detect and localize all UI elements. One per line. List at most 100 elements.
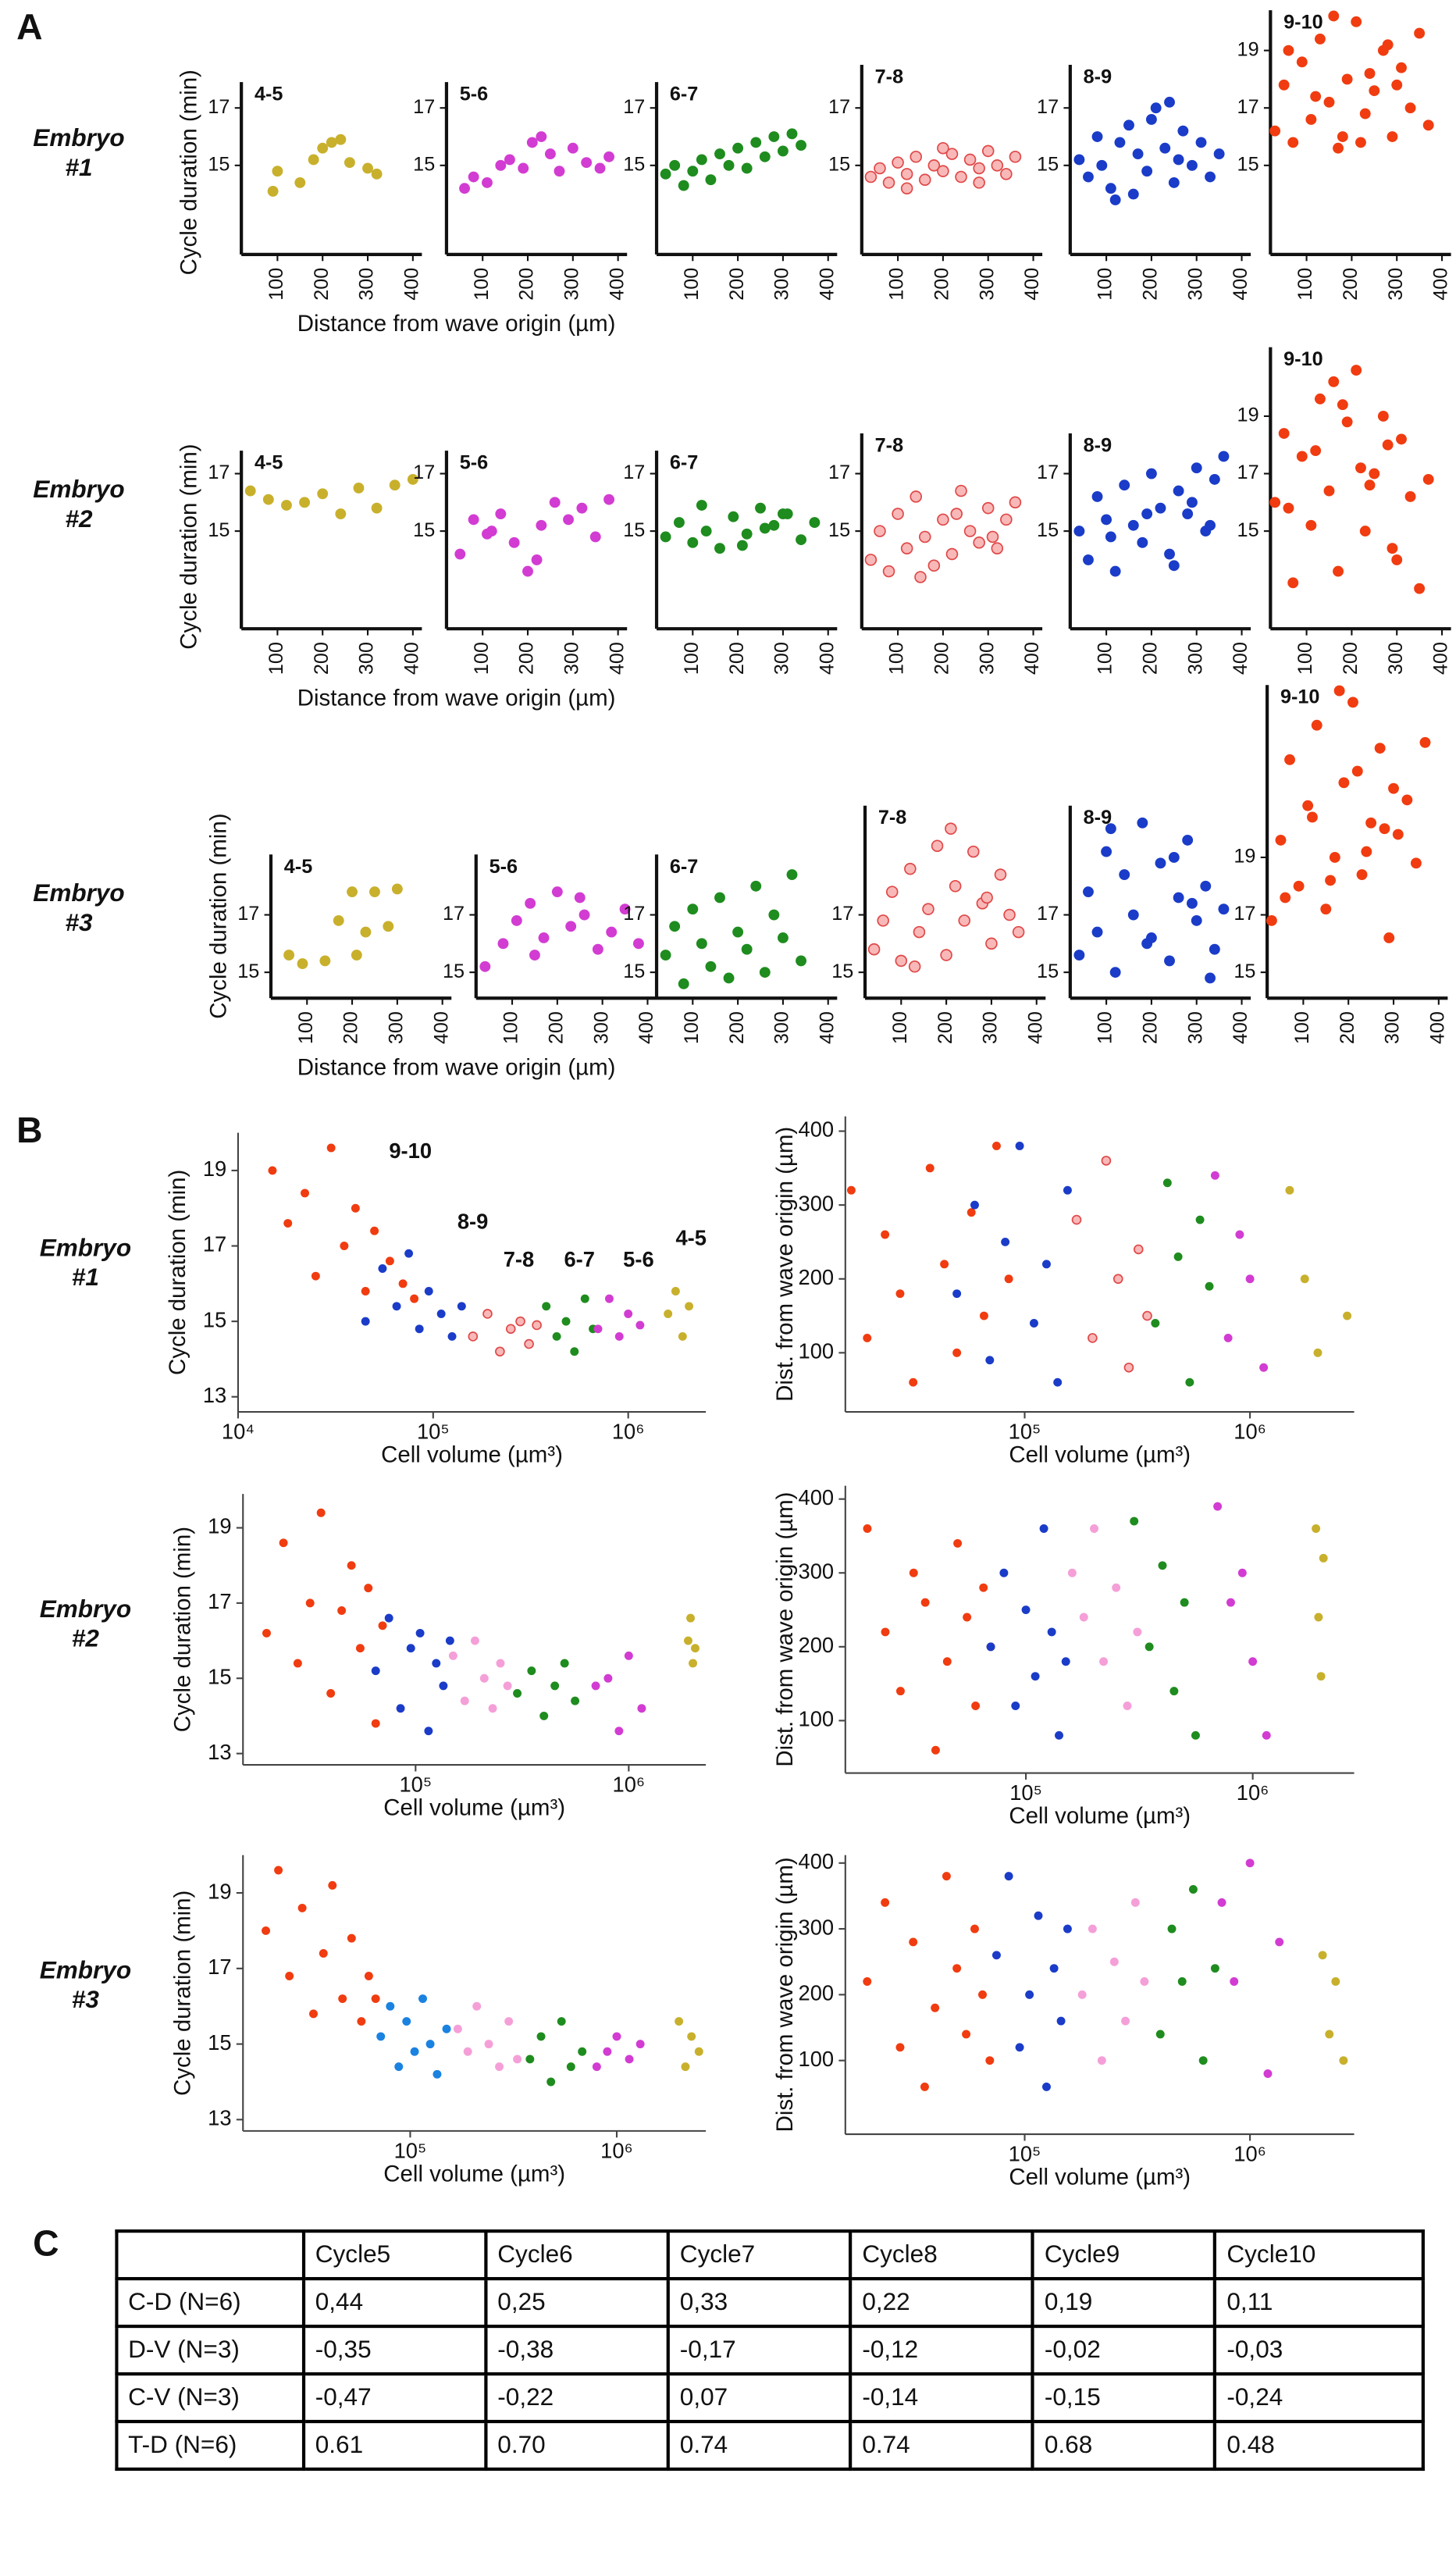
point xyxy=(351,1203,360,1213)
x-tick-label: 300 xyxy=(976,642,998,675)
point xyxy=(1150,102,1162,114)
point xyxy=(283,950,295,960)
point xyxy=(1205,1281,1214,1291)
point xyxy=(1218,903,1230,915)
point xyxy=(445,1636,454,1645)
point xyxy=(900,542,913,554)
x-tick-label: 300 xyxy=(561,268,582,301)
y-axis-label: Cycle duration (min) xyxy=(165,1170,190,1375)
y-tick-label: 100 xyxy=(798,1707,834,1731)
point xyxy=(1296,56,1308,68)
point xyxy=(565,921,577,932)
point xyxy=(741,528,753,540)
point xyxy=(1188,1885,1198,1894)
x-tick-label: 200 xyxy=(546,1011,568,1044)
x-tick-label: 300 xyxy=(771,1011,793,1044)
point xyxy=(495,508,507,519)
point xyxy=(1331,1977,1340,1986)
point xyxy=(1280,892,1291,903)
x-tick-label: 400 xyxy=(401,268,423,301)
point xyxy=(1034,1911,1043,1920)
point xyxy=(1383,932,1395,943)
point xyxy=(603,2047,612,2056)
point xyxy=(1001,1237,1010,1246)
point xyxy=(1205,519,1216,531)
point xyxy=(892,508,904,520)
point xyxy=(468,1331,479,1342)
y-axis-label: Cycle duration (min) xyxy=(169,1527,195,1732)
point xyxy=(525,2055,535,2064)
point xyxy=(1391,79,1403,91)
point xyxy=(571,1696,580,1705)
x-tick-label: 10⁶ xyxy=(1234,1420,1266,1444)
point xyxy=(1039,1524,1048,1533)
point xyxy=(309,2009,318,2019)
x-tick-label: 10⁶ xyxy=(600,2138,633,2162)
x-tick-label: 400 xyxy=(1230,268,1251,301)
point xyxy=(922,903,934,915)
point xyxy=(1410,857,1422,869)
point xyxy=(900,182,913,195)
point xyxy=(268,1166,277,1175)
y-tick-label: 17 xyxy=(1037,96,1059,118)
x-tick-label: 100 xyxy=(1095,268,1116,301)
point xyxy=(1114,137,1126,148)
series-label: 9-10 xyxy=(389,1139,432,1163)
point xyxy=(371,1666,380,1676)
y-tick-label: 13 xyxy=(208,1740,231,1764)
point xyxy=(503,1681,512,1691)
point xyxy=(1004,1274,1013,1284)
x-tick-label: 200 xyxy=(934,1011,956,1044)
point xyxy=(527,1666,536,1676)
point xyxy=(415,1324,424,1334)
y-tick-label: 17 xyxy=(208,96,230,118)
x-axis-label: Cell volume (µm³) xyxy=(383,1795,565,1821)
point xyxy=(1369,468,1380,479)
point xyxy=(603,494,615,505)
point xyxy=(1021,1606,1031,1615)
header-cell: Cycle10 xyxy=(1213,2229,1425,2281)
x-tick-label: 300 xyxy=(1184,642,1206,675)
point xyxy=(864,170,878,184)
point xyxy=(454,548,466,560)
point xyxy=(759,967,771,978)
point xyxy=(1088,1333,1098,1343)
point xyxy=(970,1200,979,1210)
series-label: 6-7 xyxy=(564,1247,595,1271)
point xyxy=(950,508,963,520)
point xyxy=(1029,1319,1038,1328)
x-tick-label: 10⁵ xyxy=(417,1420,450,1444)
point xyxy=(1155,2030,1165,2039)
point xyxy=(1025,1990,1034,1999)
point xyxy=(371,1719,380,1728)
point xyxy=(1164,96,1175,108)
x-tick-label: 10⁵ xyxy=(1009,2142,1041,2166)
y-tick-label: 15 xyxy=(413,519,435,541)
y-tick-label: 15 xyxy=(413,153,435,175)
point xyxy=(1283,45,1294,56)
x-tick-label: 400 xyxy=(606,642,628,675)
point xyxy=(495,1346,505,1357)
point xyxy=(532,1320,542,1331)
point xyxy=(1377,411,1389,422)
point xyxy=(1213,148,1225,160)
table-cell: 0.61 xyxy=(301,2419,488,2472)
y-tick-label: 15 xyxy=(623,153,645,175)
point xyxy=(1318,1951,1327,1960)
point xyxy=(1042,1260,1051,1269)
point xyxy=(396,1704,405,1713)
point xyxy=(1302,800,1314,811)
point xyxy=(696,938,707,950)
point xyxy=(1325,875,1337,886)
point xyxy=(1112,1274,1123,1285)
point xyxy=(1187,897,1198,909)
x-tick-label: 300 xyxy=(771,642,793,675)
point xyxy=(1091,926,1103,938)
point xyxy=(1341,73,1353,85)
point xyxy=(1339,2056,1348,2065)
point xyxy=(351,950,362,960)
point xyxy=(913,925,926,939)
x-tick-label: 300 xyxy=(771,268,793,301)
point xyxy=(714,543,725,554)
